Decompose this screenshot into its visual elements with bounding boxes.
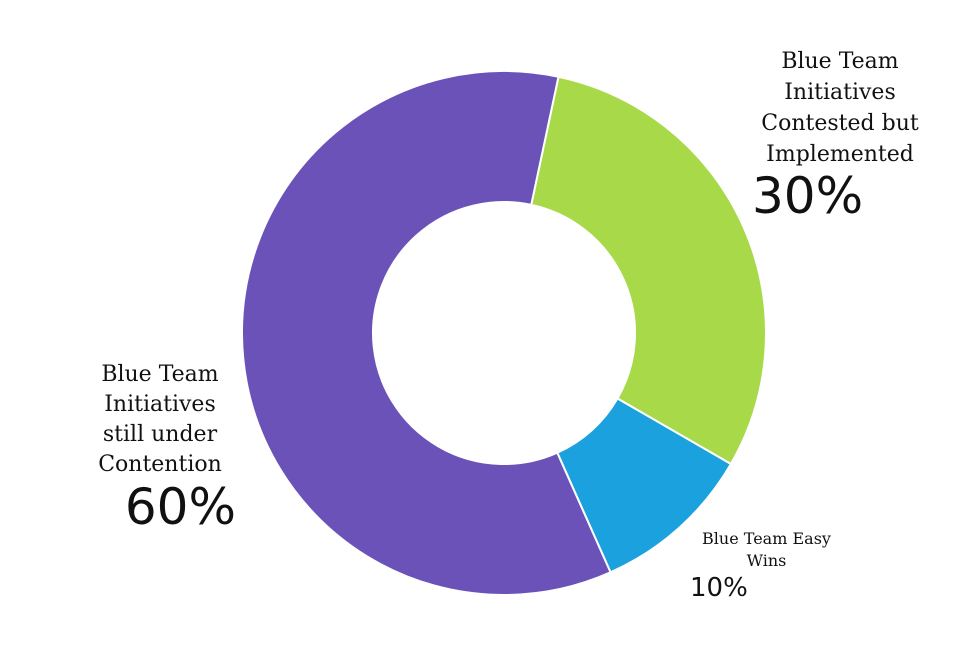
slice-label-contested-implemented: Blue Team Initiatives Contested but Impl… <box>740 46 940 222</box>
slice-contested-implemented <box>530 75 767 466</box>
slice-name-under-contention: Blue Team Initiatives still under Conten… <box>98 362 222 477</box>
slice-name-contested-implemented: Blue Team Initiatives Contested but Impl… <box>761 49 919 167</box>
slice-value-under-contention: 60% <box>124 478 236 536</box>
slice-under-contention <box>241 70 612 596</box>
slice-label-easy-wins: Blue Team Easy Wins 10% <box>684 528 849 604</box>
slice-name-easy-wins: Blue Team Easy Wins <box>702 529 831 570</box>
slice-value-easy-wins: 10% <box>690 573 748 603</box>
slice-value-contested-implemented: 30% <box>752 167 864 225</box>
slice-label-under-contention: Blue Team Initiatives still under Conten… <box>70 360 250 534</box>
